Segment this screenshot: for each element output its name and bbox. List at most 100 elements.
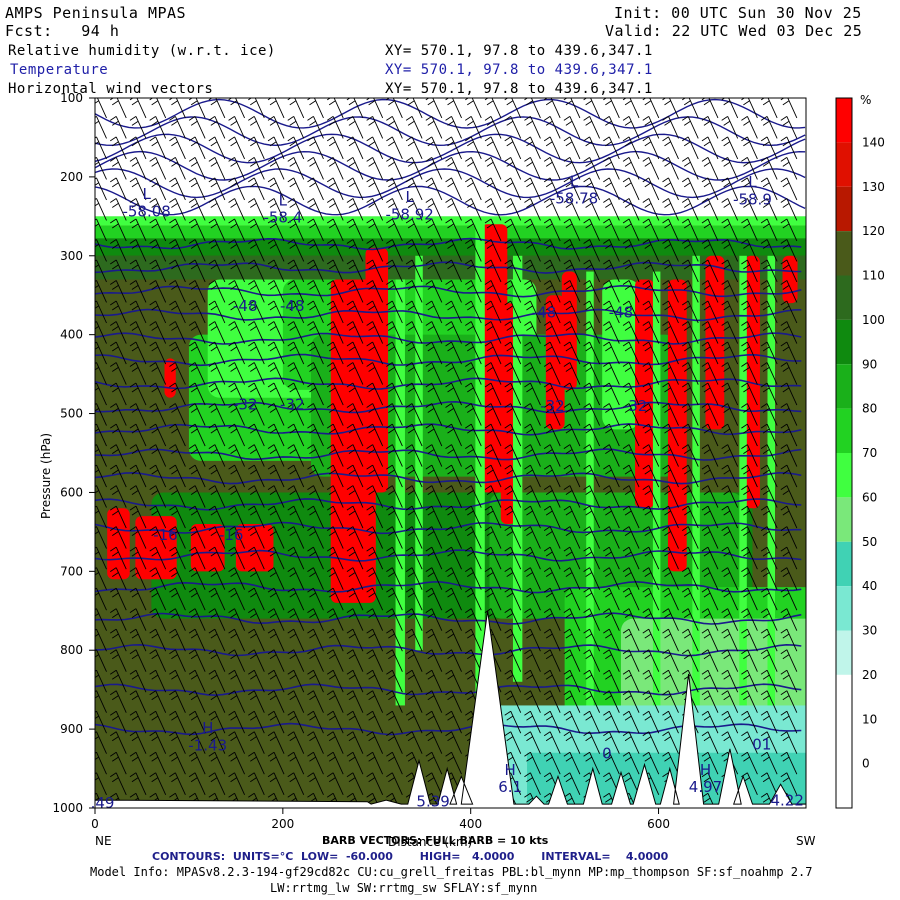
wind-barb-feather xyxy=(762,367,770,372)
wind-barb xyxy=(214,546,226,570)
wind-barb-feather xyxy=(267,485,275,490)
wind-barb xyxy=(569,505,581,529)
wind-barb-feather xyxy=(762,592,770,598)
wind-barb-feather xyxy=(388,531,395,536)
wind-barb xyxy=(727,670,739,693)
temperature-label: 01 xyxy=(752,736,771,754)
wind-barb-feather xyxy=(701,116,709,121)
wind-barb-feather xyxy=(250,223,257,229)
wind-barb-feather xyxy=(524,526,531,531)
wind-barb-feather xyxy=(583,567,590,573)
wind-barb-feather xyxy=(307,341,314,347)
wind-barb-feather xyxy=(208,649,216,655)
wind-barb-feather xyxy=(188,177,196,183)
wind-barb-feather xyxy=(721,485,728,490)
wind-barb-feather xyxy=(250,305,257,311)
wind-barb xyxy=(391,280,403,303)
wind-barb-feather xyxy=(780,280,788,285)
wind-barb-feather xyxy=(644,674,652,680)
wind-barb-feather xyxy=(129,731,137,737)
wind-barb-feather xyxy=(307,423,314,429)
wind-barb-feather xyxy=(622,464,630,470)
temperature-contour-upper xyxy=(95,133,806,164)
wind-barb xyxy=(96,444,107,467)
wind-barb xyxy=(747,98,758,119)
wind-barb-feather xyxy=(743,346,750,352)
wind-barb-feather xyxy=(642,198,650,203)
wind-barb-feather xyxy=(465,608,472,614)
wind-barb xyxy=(510,423,522,447)
wind-barb-feather xyxy=(662,526,669,531)
wind-barb-feather xyxy=(703,633,711,639)
wind-barb xyxy=(155,752,167,775)
wind-barb-feather xyxy=(208,690,216,696)
wind-barb-feather xyxy=(543,321,551,326)
wind-barb xyxy=(668,300,679,324)
wind-barb-feather xyxy=(622,157,630,162)
wind-barb xyxy=(352,567,364,590)
wind-barb-feather xyxy=(484,341,492,347)
wind-barb-feather xyxy=(506,182,513,188)
wind-barb xyxy=(174,177,186,201)
wind-barb-feather xyxy=(269,428,277,434)
wind-barb-feather xyxy=(169,608,176,614)
wind-barb xyxy=(786,670,798,693)
wind-barb xyxy=(214,116,226,139)
wind-barb xyxy=(293,382,305,406)
wind-barb xyxy=(392,98,403,119)
wind-barb xyxy=(234,752,245,775)
wind-barb xyxy=(353,98,364,119)
wind-barb-feather xyxy=(465,464,472,470)
wind-barb xyxy=(668,98,679,119)
wind-barb-feather xyxy=(644,326,652,331)
wind-barb-feather xyxy=(603,628,610,634)
wind-barb-feather xyxy=(129,218,137,224)
wind-barb xyxy=(135,526,147,549)
wind-barb-feather xyxy=(664,100,671,106)
wind-barb-feather xyxy=(149,157,156,162)
xy-line-2: XY= 570.1, 97.8 to 439.6,347.1 xyxy=(385,62,653,78)
wind-barb-feather xyxy=(760,628,768,634)
wind-barb xyxy=(668,752,679,775)
wind-barb-feather xyxy=(149,403,156,408)
wind-barb xyxy=(391,157,403,180)
wind-barb xyxy=(490,259,502,283)
wind-barb xyxy=(135,587,147,611)
rh-moist-column xyxy=(744,255,760,509)
wind-barb-feather xyxy=(228,485,235,490)
wind-barb-feather xyxy=(642,464,650,470)
wind-barb-feather xyxy=(721,423,728,429)
wind-barb-feather xyxy=(131,592,139,598)
wind-barb-feather xyxy=(563,505,571,511)
wind-barb xyxy=(628,546,640,570)
wind-barb xyxy=(549,239,561,262)
wind-barb-feather xyxy=(366,239,373,244)
wind-barb-feather xyxy=(248,772,255,778)
wind-barb xyxy=(115,218,127,242)
wind-barb xyxy=(135,731,147,754)
wind-barb-feather xyxy=(190,100,198,106)
wind-barb-feather xyxy=(762,531,770,536)
wind-barb-feather xyxy=(681,567,689,573)
wind-barb xyxy=(668,731,679,754)
wind-barb-feather xyxy=(445,485,452,490)
wind-barb-feather xyxy=(780,239,788,244)
wind-barb-feather xyxy=(545,346,553,352)
wind-barb-feather xyxy=(190,756,198,762)
wind-barb-feather xyxy=(348,633,356,639)
wind-barb-feather xyxy=(208,341,216,347)
wind-barb-feather xyxy=(328,551,336,557)
wind-barb-feather xyxy=(782,633,790,639)
wind-barb-feather xyxy=(230,387,237,393)
wind-barb xyxy=(194,362,206,385)
wind-barb-feather xyxy=(366,341,373,347)
wind-barb xyxy=(549,362,561,385)
rh-band xyxy=(95,216,806,226)
wind-barb-feather xyxy=(642,710,650,716)
wind-barb-feather xyxy=(603,423,610,429)
wind-barb-feather xyxy=(169,98,174,101)
wind-barb xyxy=(96,752,107,775)
wind-barb xyxy=(451,649,462,672)
wind-barb xyxy=(589,649,601,672)
